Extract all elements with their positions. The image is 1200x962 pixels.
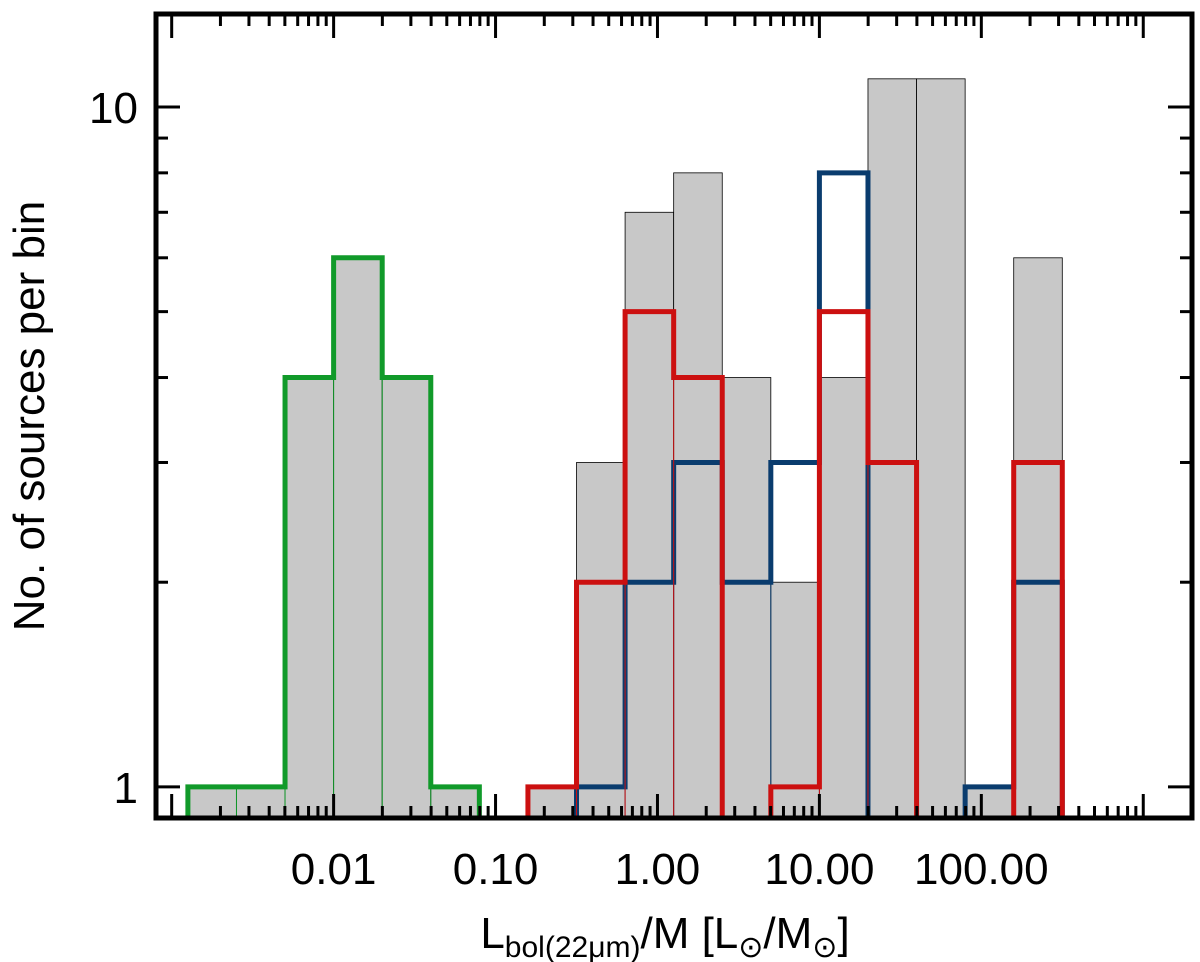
step-outline-red xyxy=(1011,459,1065,816)
x-tick-label: 1.00 xyxy=(615,845,701,894)
bar-total xyxy=(770,581,820,817)
steps-layer xyxy=(185,170,1065,816)
step-outline-green xyxy=(185,255,482,816)
x-tick-label: 10.00 xyxy=(764,845,874,894)
bar-total xyxy=(1013,257,1063,817)
x-tick-label: 100.00 xyxy=(914,845,1049,894)
bar-total xyxy=(867,78,917,817)
bar-total xyxy=(381,377,432,817)
y-tick-label: 10 xyxy=(89,84,138,133)
x-axis-title-end: ] xyxy=(837,909,849,958)
bar-total xyxy=(673,172,723,817)
x-axis-title-sun-symbol-2: ⊙ xyxy=(812,931,837,962)
bars-layer xyxy=(187,78,1063,817)
x-axis-title-subscript: bol(22μm) xyxy=(505,931,641,962)
x-axis-title-mid: /M xyxy=(763,909,812,958)
bar-total xyxy=(187,786,237,817)
x-axis-title-rest: /M [L xyxy=(640,909,738,958)
x-tick-label: 0.10 xyxy=(453,845,539,894)
bar-total xyxy=(430,786,480,817)
bar-total xyxy=(576,462,626,817)
series-red xyxy=(525,309,1065,816)
series-green xyxy=(185,255,482,816)
plot-frame xyxy=(153,11,1195,821)
x-axis-title: Lbol(22μm)/M [L⊙/M⊙] xyxy=(480,909,849,962)
bar-total xyxy=(284,377,335,817)
step-outline-red xyxy=(525,309,725,816)
bar-total xyxy=(236,786,286,817)
y-tick-label: 1 xyxy=(114,764,138,813)
x-axis-title-main: L xyxy=(480,909,504,958)
x-tick-label: 0.01 xyxy=(291,845,377,894)
y-axis-title: No. of sources per bin xyxy=(5,201,54,631)
tick-labels: 0.01 0.10 1.00 10.00 100.00 1 10 xyxy=(89,84,1049,894)
x-axis-title-sun-symbol-1: ⊙ xyxy=(738,931,763,962)
bar-total xyxy=(721,377,772,817)
bar-total xyxy=(916,78,966,817)
step-outline-red xyxy=(768,309,920,816)
ticks-layer xyxy=(156,14,1194,820)
bar-total xyxy=(624,211,675,817)
bar-total xyxy=(819,377,869,817)
bar-total xyxy=(527,786,577,817)
bar-total xyxy=(333,257,383,817)
